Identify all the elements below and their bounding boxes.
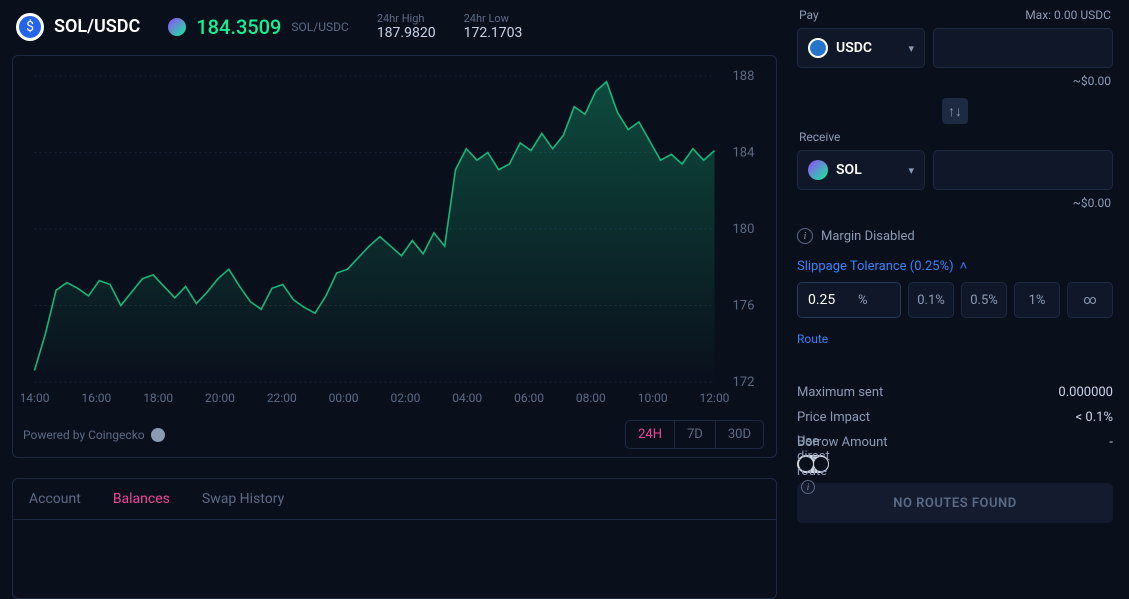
swap-panel: Pay Max: 0.00 USDC USDC ▾ ~$0.00 ↑↓ Rece…	[789, 0, 1129, 599]
pay-token-select[interactable]: USDC ▾	[797, 28, 925, 68]
slippage-input[interactable]	[808, 292, 858, 308]
svg-text:02:00: 02:00	[390, 391, 420, 405]
max-sent-value: 0.000000	[1058, 385, 1113, 400]
price-display: 184.3509 SOL/USDC	[168, 15, 349, 39]
powered-text: Powered by Coingecko	[23, 428, 145, 442]
max-sent-label: Maximum sent	[797, 385, 883, 400]
pay-approx: ~$0.00	[797, 68, 1113, 98]
svg-text:22:00: 22:00	[267, 391, 297, 405]
svg-text:180: 180	[733, 222, 755, 237]
receive-amount-input[interactable]	[933, 150, 1113, 190]
svg-text:188: 188	[733, 69, 755, 84]
svg-text:14:00: 14:00	[21, 391, 50, 405]
svg-text:16:00: 16:00	[81, 391, 111, 405]
header: $ SOL/USDC 184.3509 SOL/USDC 24hr High 1…	[12, 8, 777, 55]
info-icon: i	[801, 480, 815, 494]
svg-text:176: 176	[733, 299, 755, 314]
chevron-down-icon: ▾	[908, 42, 914, 55]
coingecko-icon	[151, 428, 165, 442]
sol-icon	[808, 160, 828, 180]
percent-label: %	[858, 293, 868, 308]
slippage-label: Slippage Tolerance (0.25%)	[797, 259, 954, 274]
high-stat: 24hr High 187.9820	[377, 12, 436, 41]
timeframe-7d[interactable]: 7D	[675, 421, 716, 448]
pay-amount-input[interactable]	[933, 28, 1113, 68]
svg-text:08:00: 08:00	[576, 391, 606, 405]
low-stat: 24hr Low 172.1703	[464, 12, 523, 41]
margin-text: Margin Disabled	[821, 229, 915, 244]
price-sub: SOL/USDC	[291, 20, 348, 34]
svg-text:10:00: 10:00	[638, 391, 668, 405]
pay-token-name: USDC	[836, 40, 900, 56]
swap-direction-button[interactable]: ↑↓	[942, 98, 968, 124]
borrow-value: -	[1109, 435, 1113, 450]
high-value: 187.9820	[377, 25, 436, 41]
price-impact-value: < 0.1%	[1076, 410, 1113, 425]
slippage-preset-0.1pct[interactable]: 0.1%	[908, 282, 954, 318]
tab-balances[interactable]: Balances	[97, 479, 186, 519]
slippage-input-wrap[interactable]: %	[797, 282, 901, 318]
svg-text:04:00: 04:00	[452, 391, 482, 405]
chevron-up-icon: ˄	[960, 258, 968, 274]
low-value: 172.1703	[464, 25, 523, 41]
route-label: Route	[797, 332, 1113, 380]
price-chart[interactable]: 172 176 180 184 188 14:00 16:00 18:00 20:00 22:00…	[21, 68, 768, 410]
timeframe-30d[interactable]: 30D	[716, 421, 763, 448]
svg-text:184: 184	[733, 146, 756, 161]
timeframe-24h[interactable]: 24H	[626, 421, 675, 448]
submit-label: NO ROUTES FOUND	[893, 496, 1016, 511]
receive-label: Receive	[799, 130, 840, 144]
tab-swap-history[interactable]: Swap History	[186, 479, 300, 519]
svg-text:12:00: 12:00	[700, 391, 730, 405]
low-label: 24hr Low	[464, 12, 523, 25]
powered-by: Powered by Coingecko	[23, 428, 165, 442]
bottom-panel: AccountBalancesSwap History	[12, 478, 777, 599]
tab-account[interactable]: Account	[13, 479, 97, 519]
swap-arrows-icon: ↑↓	[948, 103, 962, 120]
tabs-head: AccountBalancesSwap History	[13, 479, 776, 520]
margin-status: i Margin Disabled	[797, 224, 1113, 258]
usdc-icon	[808, 38, 828, 58]
pair-icon: $	[16, 13, 44, 41]
max-label[interactable]: Max: 0.00 USDC	[1025, 8, 1111, 22]
svg-text:00:00: 00:00	[329, 391, 359, 405]
chart-panel: 172 176 180 184 188 14:00 16:00 18:00 20:00 22:00…	[12, 55, 777, 458]
price-value: 184.3509	[196, 15, 281, 39]
slippage-preset-1pct[interactable]: 1%	[1014, 282, 1060, 318]
svg-text:172: 172	[733, 375, 755, 390]
receive-token-select[interactable]: SOL ▾	[797, 150, 925, 190]
slippage-preset-inf[interactable]: ∞	[1067, 282, 1113, 318]
submit-button[interactable]: NO ROUTES FOUND	[797, 483, 1113, 523]
slippage-toggle[interactable]: Slippage Tolerance (0.25%) ˄	[797, 258, 1113, 282]
chevron-down-icon: ▾	[908, 164, 914, 177]
slippage-preset-0.5pct[interactable]: 0.5%	[961, 282, 1007, 318]
sol-icon	[168, 18, 186, 36]
timeframe-group: 24H7D30D	[625, 420, 764, 449]
receive-token-name: SOL	[836, 162, 900, 178]
receive-approx: ~$0.00	[797, 190, 1113, 220]
pay-label: Pay	[799, 8, 819, 22]
svg-text:20:00: 20:00	[205, 391, 235, 405]
pair-text: SOL/USDC	[54, 16, 140, 37]
pair-selector[interactable]: $ SOL/USDC	[16, 13, 140, 41]
svg-text:06:00: 06:00	[514, 391, 544, 405]
svg-text:18:00: 18:00	[143, 391, 173, 405]
high-label: 24hr High	[377, 12, 436, 25]
price-impact-label: Price Impact	[797, 410, 870, 425]
info-icon: i	[797, 228, 813, 244]
